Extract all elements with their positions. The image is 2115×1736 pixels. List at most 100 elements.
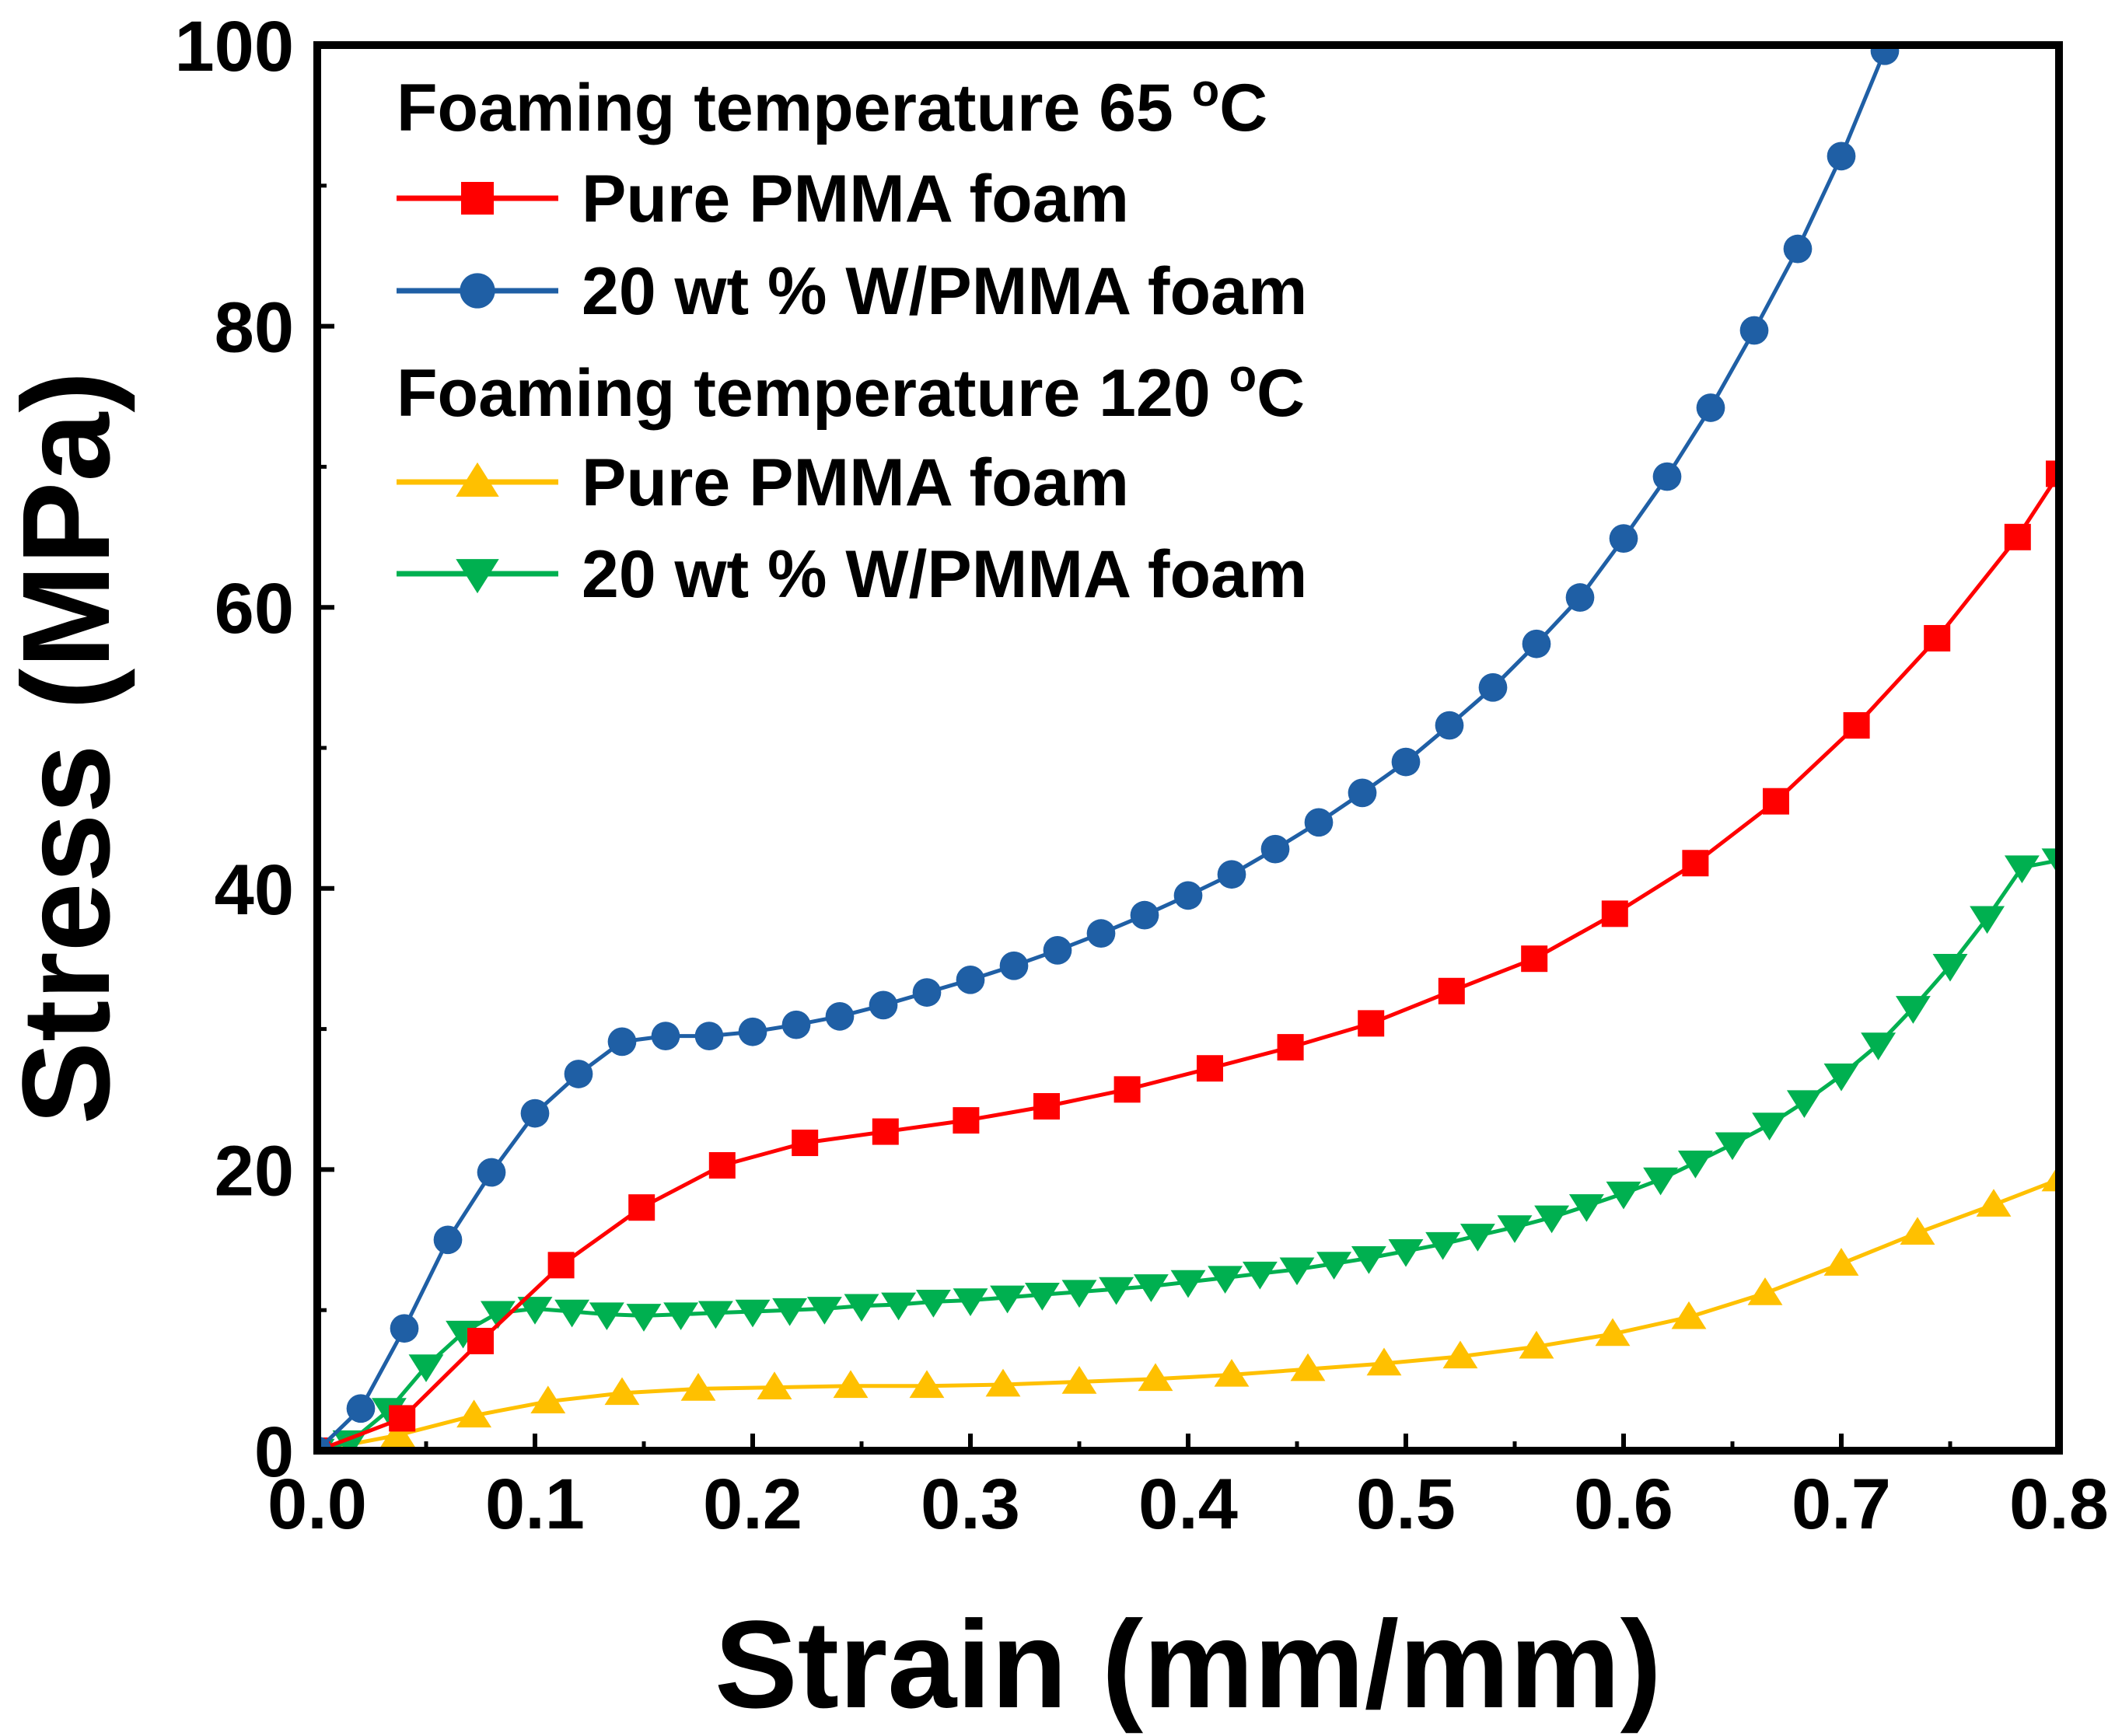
series-4-point <box>953 1288 988 1316</box>
series-3-point <box>456 1399 492 1428</box>
series-1-point <box>1682 850 1709 877</box>
legend-entry-label: Pure PMMA foam <box>582 445 1129 520</box>
series-4-point <box>1208 1266 1243 1294</box>
series-3-point <box>2041 1163 2059 1192</box>
series-3-line <box>317 1177 2059 1451</box>
series-2-point <box>607 1027 637 1057</box>
series-2-point <box>999 951 1029 980</box>
series-4-point <box>2041 848 2059 877</box>
series-2-point <box>738 1017 767 1046</box>
series-3-point <box>1595 1318 1631 1347</box>
series-2-point <box>346 1394 376 1423</box>
series-2-point <box>912 978 942 1007</box>
series-3 <box>317 1163 2059 1451</box>
series-2-point <box>1391 747 1421 777</box>
series-4-point <box>408 1354 444 1382</box>
y-tick-label: 100 <box>175 7 295 86</box>
series-4-point <box>1460 1224 1495 1252</box>
series-layer <box>317 45 2059 1451</box>
series-3-point <box>1138 1363 1173 1392</box>
y-tick-label: 80 <box>215 288 294 368</box>
x-tick-label: 0.5 <box>1356 1465 1456 1544</box>
series-2-point <box>781 1010 811 1039</box>
series-3-point <box>1823 1248 1859 1276</box>
series-1-point <box>1843 712 1870 739</box>
series-4-point <box>1099 1277 1134 1305</box>
series-3-point <box>604 1377 640 1406</box>
y-tick-label: 0 <box>254 1413 294 1492</box>
series-1-point <box>467 1327 494 1354</box>
series-3-point <box>909 1370 945 1399</box>
series-2-point <box>1739 316 1769 345</box>
series-4-point <box>806 1297 842 1325</box>
x-tick-label: 0.6 <box>1574 1465 1673 1544</box>
series-1-point <box>1033 1093 1060 1120</box>
series-4-point <box>1643 1167 1679 1196</box>
series-4-point <box>589 1302 624 1331</box>
series-1-point <box>792 1130 819 1157</box>
series-4-point <box>1061 1280 1097 1308</box>
series-1-point <box>953 1107 980 1134</box>
legend-group-title: Foaming temperature 65 oC <box>397 65 1267 145</box>
series-2-point <box>956 965 985 994</box>
series-2-point <box>694 1022 724 1050</box>
series-2-point <box>1609 524 1638 553</box>
series-2-point <box>1827 141 1856 171</box>
series-2-point <box>1130 900 1159 930</box>
series-3-point <box>1900 1217 1935 1245</box>
series-4-point <box>1133 1274 1169 1302</box>
series-4-point <box>1568 1194 1604 1222</box>
series-2-point <box>1304 808 1334 837</box>
series-1-point <box>1113 1076 1141 1103</box>
series-2-point <box>1522 629 1551 658</box>
series-4-point <box>480 1301 516 1329</box>
legend-marker <box>461 182 494 215</box>
x-tick-label: 0.7 <box>1792 1465 1891 1544</box>
series-1-point <box>2004 523 2031 550</box>
series-4-point <box>1715 1132 1750 1161</box>
series-4-point <box>2004 855 2040 884</box>
series-2-point <box>1696 393 1725 422</box>
series-1 <box>317 460 2059 1451</box>
x-tick-label: 0.2 <box>703 1465 802 1544</box>
series-2-point <box>433 1225 463 1255</box>
series-3-point <box>1366 1347 1402 1376</box>
legend-entry-label: 20 wt % W/PMMA foam <box>582 537 1307 612</box>
x-axis-title: Strain (mm/mm) <box>715 1595 1662 1734</box>
series-3-point <box>1747 1277 1783 1305</box>
series-4-point <box>446 1320 481 1349</box>
series-2-point <box>1478 672 1508 702</box>
series-3-point <box>1061 1366 1097 1394</box>
legend-group-title: Foaming temperature 120 oC <box>397 351 1305 431</box>
series-2-point <box>477 1158 506 1187</box>
series-2-point <box>1783 234 1813 264</box>
legend: Foaming temperature 65 oC Pure PMMA foam 2… <box>397 65 1307 612</box>
series-1-point <box>1924 624 1951 651</box>
axis-ticks: 0.0 0.1 0.2 0.3 0.4 0.5 0.6 0.7 0.8 0 20 40 60 80 100 <box>175 7 2109 1544</box>
series-4-point <box>1024 1283 1060 1311</box>
series-4-point <box>517 1297 553 1325</box>
series-1-point <box>1438 977 1465 1004</box>
series-4-point <box>1895 996 1931 1024</box>
series-3-point <box>380 1419 416 1448</box>
series-4-point <box>772 1298 808 1326</box>
series-4-point <box>1351 1246 1386 1274</box>
x-tick-label: 0.0 <box>267 1465 367 1544</box>
series-2-point <box>564 1060 593 1088</box>
series-4-point <box>1242 1261 1278 1290</box>
series-3-point <box>1519 1330 1554 1359</box>
series-3-point <box>757 1371 792 1399</box>
x-tick-label: 0.1 <box>485 1465 585 1544</box>
series-4-point <box>554 1299 590 1328</box>
series-4-point <box>626 1304 662 1332</box>
series-4-point <box>1316 1252 1352 1280</box>
series-1-point <box>1763 788 1789 815</box>
series-4-point <box>1823 1063 1859 1092</box>
series-1-point <box>1358 1010 1385 1037</box>
series-2-point <box>520 1099 550 1128</box>
series-4-point <box>1932 953 1968 982</box>
series-1-point <box>708 1151 736 1179</box>
series-3-point <box>1214 1358 1250 1387</box>
series-1-point <box>1601 900 1628 927</box>
